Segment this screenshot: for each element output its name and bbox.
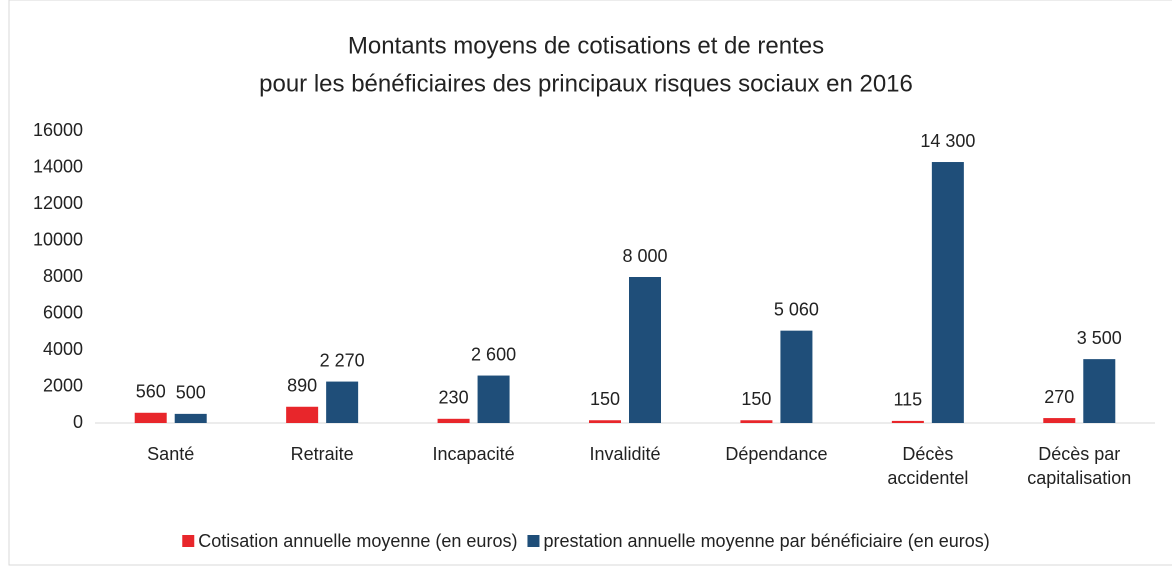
data-label: 500 bbox=[176, 383, 206, 403]
y-tick-label: 4000 bbox=[43, 339, 83, 359]
data-label: 890 bbox=[287, 376, 317, 396]
bar bbox=[1083, 359, 1116, 423]
data-label: 560 bbox=[136, 382, 166, 402]
y-tick-label: 14000 bbox=[33, 156, 83, 176]
legend-label: Cotisation annuelle moyenne (en euros) bbox=[198, 531, 517, 551]
bar bbox=[286, 406, 319, 423]
x-tick-label: Décès accidentel bbox=[887, 444, 969, 488]
x-tick-label: Retraite bbox=[290, 444, 354, 464]
bar bbox=[326, 381, 359, 423]
bar bbox=[740, 420, 773, 423]
legend-label: prestation annuelle moyenne par bénéfici… bbox=[543, 531, 989, 551]
data-label: 270 bbox=[1044, 387, 1074, 407]
y-tick-label: 6000 bbox=[43, 302, 83, 322]
y-tick-label: 12000 bbox=[33, 193, 83, 213]
x-tick-label: Invalidité bbox=[589, 444, 661, 464]
x-tick-label: Santé bbox=[147, 444, 195, 464]
data-label: 115 bbox=[894, 390, 923, 410]
bar bbox=[780, 330, 813, 423]
y-tick-label: 10000 bbox=[33, 229, 83, 249]
y-tick-label: 8000 bbox=[43, 266, 83, 286]
bar bbox=[589, 420, 621, 423]
bar bbox=[174, 413, 207, 423]
chart-title: pour les bénéficiaires des principaux ri… bbox=[259, 70, 913, 97]
data-label: 2 270 bbox=[320, 350, 365, 370]
data-label: 150 bbox=[741, 389, 771, 409]
y-tick-label: 16000 bbox=[33, 120, 83, 140]
data-label: 8 000 bbox=[622, 246, 667, 266]
bar bbox=[134, 412, 167, 423]
chart-title: Montants moyens de cotisations et de ren… bbox=[348, 32, 824, 59]
x-tick-label: Incapacité bbox=[432, 444, 515, 464]
bar bbox=[1043, 418, 1076, 423]
bar bbox=[477, 375, 510, 423]
bar bbox=[437, 418, 470, 423]
data-label: 5 060 bbox=[774, 299, 819, 319]
chart-border bbox=[8, 0, 1172, 566]
y-tick-label: 2000 bbox=[43, 375, 83, 395]
bar bbox=[891, 420, 924, 423]
data-label: 3 500 bbox=[1077, 328, 1122, 348]
data-label: 230 bbox=[439, 388, 469, 408]
data-label: 150 bbox=[590, 389, 620, 409]
bar bbox=[931, 162, 964, 423]
y-tick-label: 0 bbox=[73, 412, 83, 432]
data-label: 2 600 bbox=[471, 344, 516, 364]
legend-swatch bbox=[527, 535, 540, 547]
legend-swatch bbox=[182, 535, 195, 547]
x-tick-label: Décès par capitalisation bbox=[1027, 444, 1132, 488]
data-label: 14 300 bbox=[920, 131, 975, 151]
bar bbox=[629, 277, 661, 423]
x-tick-label: Dépendance bbox=[725, 444, 828, 464]
